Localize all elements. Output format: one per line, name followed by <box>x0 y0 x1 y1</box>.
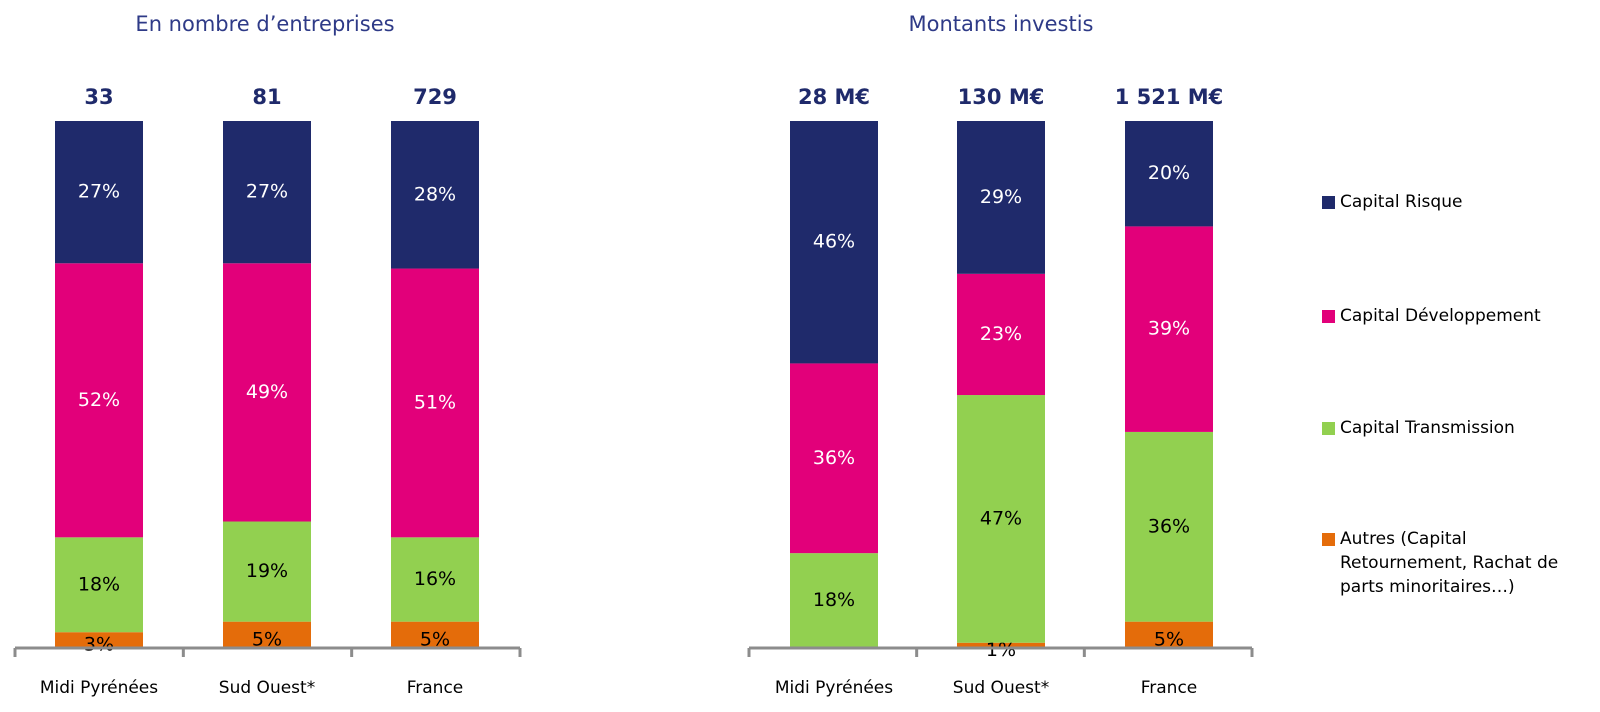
legend-label: Capital Risque <box>1340 192 1463 212</box>
bar-segment <box>957 395 1045 643</box>
x-tick-label: Sud Ouest* <box>219 678 315 698</box>
legend-label: Autres (Capital Retournement, Rachat de … <box>1340 529 1559 597</box>
bar-segment <box>55 121 143 264</box>
bar-segment <box>223 263 311 522</box>
value-label: 29% <box>980 186 1022 208</box>
legend-item: Capital Développement <box>1322 304 1592 328</box>
bar-segment <box>1125 121 1213 227</box>
value-label: 36% <box>1148 515 1190 537</box>
value-label: 52% <box>78 389 120 411</box>
x-tick-label: France <box>1141 678 1198 698</box>
bar-segment <box>1125 431 1213 622</box>
bar-segment <box>790 121 878 364</box>
value-label: 49% <box>246 381 288 403</box>
bar-segment <box>223 121 311 264</box>
value-label: 16% <box>414 568 456 590</box>
total-label: 729 <box>413 85 457 109</box>
total-label: 28 M€ <box>798 85 870 109</box>
bar-segment <box>790 553 878 648</box>
value-label: 39% <box>1148 318 1190 340</box>
bar-segment <box>55 263 143 538</box>
chart-title: Montants investis <box>909 12 1094 36</box>
value-label: 5% <box>420 628 450 650</box>
bar-segment <box>391 621 479 648</box>
bar-segment <box>55 632 143 648</box>
value-label: 19% <box>246 560 288 582</box>
value-label: 18% <box>813 589 855 611</box>
value-label: 20% <box>1148 162 1190 184</box>
legend-swatch <box>1322 310 1335 323</box>
bar-segment <box>957 121 1045 274</box>
legend-swatch <box>1322 196 1335 209</box>
bar-segment <box>790 363 878 554</box>
x-tick-label: France <box>407 678 464 698</box>
total-label: 81 <box>252 85 281 109</box>
total-label: 33 <box>84 85 113 109</box>
value-label: 1% <box>986 639 1016 661</box>
legend-item: Autres (Capital Retournement, Rachat de … <box>1322 527 1592 599</box>
x-tick-label: Sud Ouest* <box>953 678 1049 698</box>
bar-segment <box>957 642 1045 648</box>
value-label: 3% <box>84 634 114 656</box>
chart-title: En nombre d’entreprises <box>135 12 394 36</box>
value-label: 5% <box>252 628 282 650</box>
value-label: 18% <box>78 573 120 595</box>
value-label: 28% <box>414 183 456 205</box>
value-label: 23% <box>980 323 1022 345</box>
bar-segment <box>391 537 479 622</box>
bar-segment <box>223 521 311 622</box>
total-label: 1 521 M€ <box>1115 85 1224 109</box>
x-tick-label: Midi Pyrénées <box>775 678 893 698</box>
value-label: 36% <box>813 447 855 469</box>
total-label: 130 M€ <box>958 85 1045 109</box>
bar-segment <box>223 621 311 648</box>
legend-swatch <box>1322 422 1335 435</box>
value-label: 27% <box>246 181 288 203</box>
bar-segment <box>391 268 479 538</box>
value-label: 46% <box>813 231 855 253</box>
legend-item: Capital Risque <box>1322 190 1592 214</box>
bar-segment <box>1125 226 1213 432</box>
bar-segment <box>1125 621 1213 648</box>
legend-swatch <box>1322 533 1335 546</box>
value-label: 5% <box>1154 628 1184 650</box>
x-tick-label: Midi Pyrénées <box>40 678 158 698</box>
value-label: 47% <box>980 507 1022 529</box>
legend-label: Capital Transmission <box>1340 418 1515 438</box>
bar-segment <box>391 121 479 269</box>
legend-item: Capital Transmission <box>1322 416 1592 440</box>
value-label: 27% <box>78 181 120 203</box>
value-label: 51% <box>414 391 456 413</box>
legend-label: Capital Développement <box>1340 306 1541 326</box>
bar-segment <box>957 273 1045 396</box>
bar-segment <box>55 537 143 633</box>
